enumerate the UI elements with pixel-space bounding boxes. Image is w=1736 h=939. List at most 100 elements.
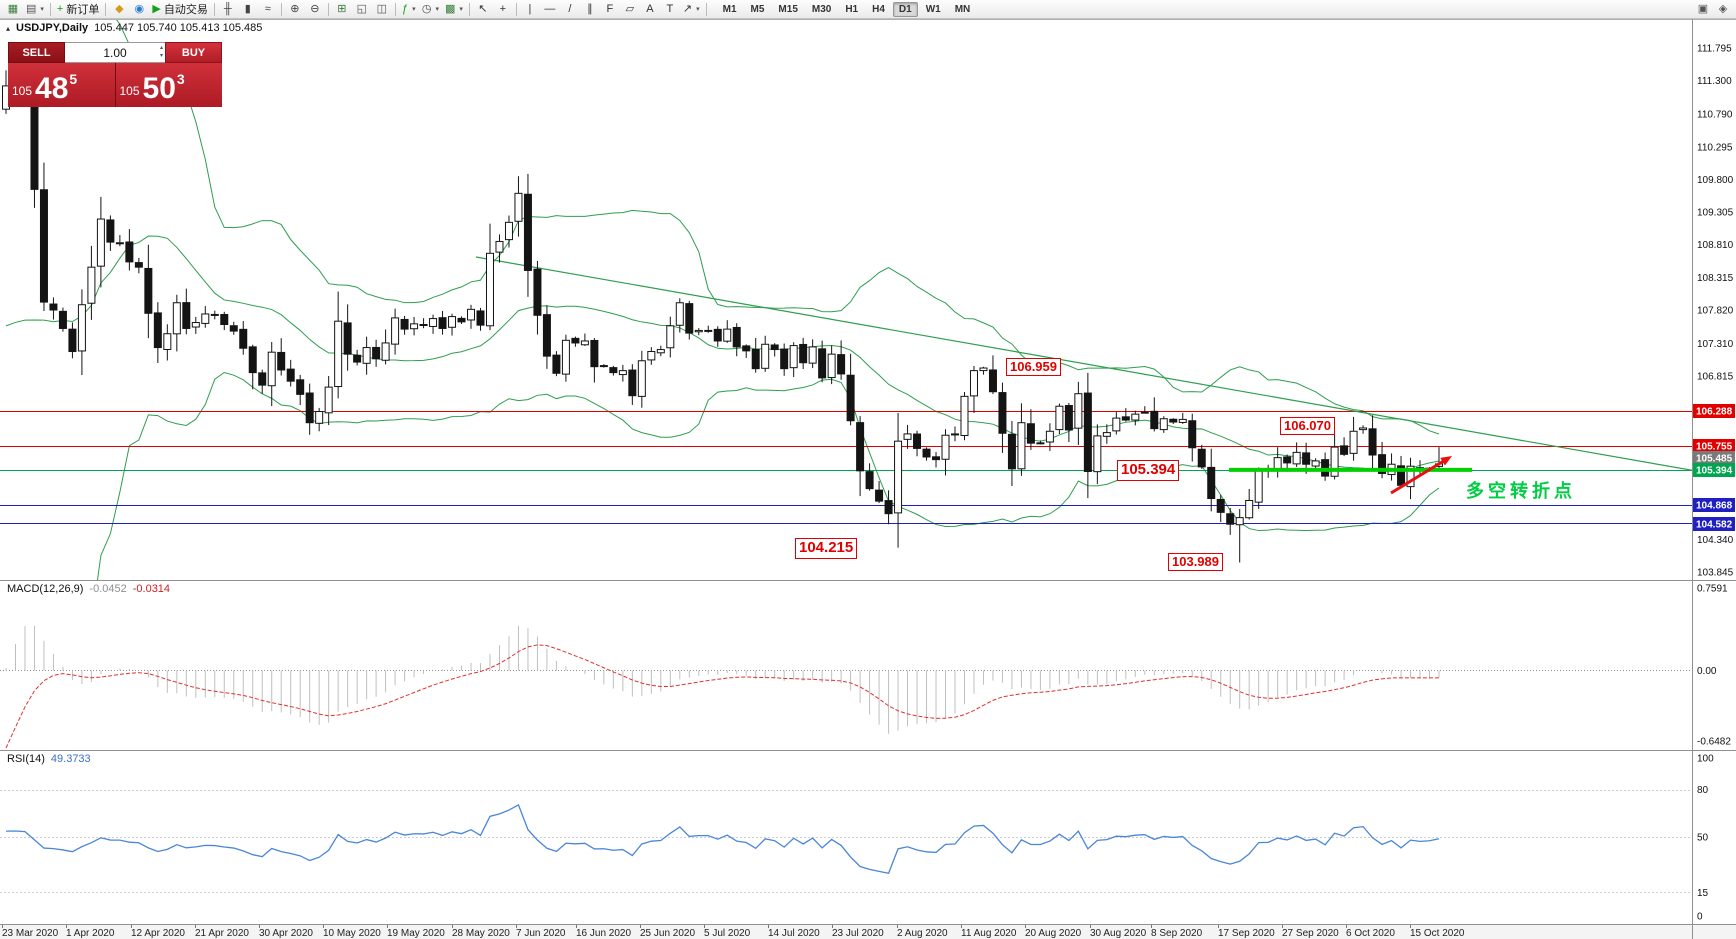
timeframe-d1[interactable]: D1 bbox=[892, 1, 918, 17]
svg-text:110.790: 110.790 bbox=[1697, 110, 1733, 121]
buy-signal-arrow[interactable] bbox=[1390, 456, 1452, 495]
descending-trendline[interactable] bbox=[475, 256, 1736, 478]
mql-community-icon[interactable]: ◆ bbox=[109, 1, 129, 18]
sell-button[interactable]: SELL bbox=[8, 42, 65, 63]
toolbar-separator bbox=[705, 2, 707, 16]
svg-text:0: 0 bbox=[1697, 912, 1703, 923]
svg-text:25 Jun 2020: 25 Jun 2020 bbox=[640, 928, 695, 939]
text-label-icon[interactable]: T bbox=[660, 1, 680, 18]
horizontal-line-icon[interactable]: — bbox=[540, 1, 560, 18]
volume-input[interactable]: 1.00 ▴ ▾ bbox=[65, 42, 165, 63]
indicators-icon-glyph: ƒ bbox=[402, 2, 409, 15]
arrows-icon-caret[interactable]: ▾ bbox=[696, 6, 700, 13]
macd-signal-value: -0.0314 bbox=[132, 583, 171, 595]
timeframe-m5[interactable]: M5 bbox=[750, 3, 765, 15]
price-callout-105.394[interactable]: 105.394 bbox=[1117, 460, 1180, 481]
sell-price-panel[interactable]: 105 48 5 bbox=[8, 63, 115, 107]
arrows-icon-glyph: ↗ bbox=[682, 2, 693, 15]
one-click-prices: 105 48 5 105 50 3 bbox=[8, 63, 222, 107]
periods-icon[interactable]: ◷ ▾ bbox=[419, 1, 442, 18]
svg-text:100: 100 bbox=[1697, 754, 1714, 765]
price-callout-106.959[interactable]: 106.959 bbox=[1006, 358, 1061, 377]
zoom-out-icon[interactable]: ⊖ bbox=[305, 1, 325, 18]
indicators-icon[interactable]: ƒ ▾ bbox=[399, 1, 419, 18]
arrange-windows-icon[interactable]: ◫ bbox=[372, 1, 392, 18]
shapes-icon[interactable]: ▱ bbox=[620, 1, 640, 18]
toolbar-separator bbox=[213, 2, 215, 16]
new-order-button[interactable]: + 新订单 bbox=[54, 1, 102, 18]
equidistant-channel-icon[interactable]: ∥ bbox=[580, 1, 600, 18]
svg-text:1 Apr 2020: 1 Apr 2020 bbox=[66, 928, 115, 939]
svg-text:108.810: 108.810 bbox=[1697, 240, 1734, 251]
price-panel bbox=[0, 20, 1736, 580]
turning-point-annotation[interactable]: 多空转折点 bbox=[1466, 481, 1576, 501]
one-click-controls: SELL 1.00 ▴ ▾ BUY bbox=[8, 42, 222, 63]
indicators-icon-caret[interactable]: ▾ bbox=[412, 6, 416, 13]
one-click-collapse-icon[interactable]: ▴ bbox=[6, 23, 11, 33]
one-click-trading-panel: SELL 1.00 ▴ ▾ BUY 105 48 5 105 50 3 bbox=[8, 42, 222, 107]
autotrading-button[interactable]: ▶ 自动交易 bbox=[149, 1, 210, 18]
ohlc-values: 105.447 105.740 105.413 105.485 bbox=[94, 22, 263, 34]
price-callout-104.215[interactable]: 104.215 bbox=[795, 538, 858, 559]
buy-button[interactable]: BUY bbox=[165, 42, 222, 63]
cursor-icon[interactable]: ↖ bbox=[473, 1, 493, 18]
timeframe-h4[interactable]: H4 bbox=[872, 3, 885, 15]
svg-text:7 Jun 2020: 7 Jun 2020 bbox=[516, 928, 566, 939]
svg-text:23 Jul 2020: 23 Jul 2020 bbox=[832, 928, 884, 939]
vertical-line-icon[interactable]: | bbox=[520, 1, 540, 18]
equidistant-channel-icon-glyph: ∥ bbox=[587, 2, 593, 15]
chart-shift-icon[interactable]: ▣ bbox=[1693, 1, 1713, 18]
chart-profiles-icon-caret[interactable]: ▾ bbox=[40, 6, 44, 13]
templates-icon[interactable]: ▩ ▾ bbox=[442, 1, 466, 18]
volume-up-icon[interactable]: ▴ bbox=[159, 45, 163, 51]
chart-profiles-icon[interactable]: ▤ ▾ bbox=[23, 1, 47, 18]
timeframe-h1[interactable]: H1 bbox=[845, 3, 859, 15]
timeframe-m1[interactable]: M1 bbox=[722, 3, 737, 15]
periods-icon-caret[interactable]: ▾ bbox=[435, 6, 439, 13]
horizontal-line-icon-glyph: — bbox=[544, 2, 556, 15]
text-label-icon-glyph: T bbox=[666, 2, 674, 15]
new-chart-icon-glyph: ▦ bbox=[7, 2, 19, 15]
bars-chart-icon[interactable]: ╫ bbox=[218, 1, 238, 18]
toolbar-separator bbox=[105, 2, 107, 16]
svg-text:106.815: 106.815 bbox=[1697, 372, 1734, 383]
trendline-icon-glyph: / bbox=[568, 2, 572, 15]
trendline-icon[interactable]: / bbox=[560, 1, 580, 18]
buy-price-prefix: 105 bbox=[119, 84, 140, 98]
toolbar-separator bbox=[280, 2, 282, 16]
svg-text:104.868: 104.868 bbox=[1696, 501, 1733, 512]
candlestick-chart-icon[interactable]: ▮ bbox=[238, 1, 258, 18]
buy-price-panel[interactable]: 105 50 3 bbox=[115, 63, 222, 107]
svg-text:108.315: 108.315 bbox=[1697, 273, 1734, 284]
tile-windows-icon-glyph: ⊞ bbox=[337, 2, 347, 15]
volume-stepper[interactable]: ▴ ▾ bbox=[160, 44, 163, 61]
crosshair-icon[interactable]: + bbox=[493, 1, 513, 18]
buy-price-main: 50 bbox=[142, 72, 176, 106]
crosshair-icon-glyph: + bbox=[499, 2, 507, 15]
line-chart-icon[interactable]: ≈ bbox=[258, 1, 278, 18]
fibonacci-icon[interactable]: F bbox=[600, 1, 620, 18]
text-icon[interactable]: A bbox=[640, 1, 660, 18]
autotrading-button-glyph: ▶ bbox=[152, 2, 161, 15]
autotrading-button-label: 自动交易 bbox=[163, 4, 208, 16]
timeframe-m30[interactable]: M30 bbox=[811, 3, 832, 15]
svg-text:30 Aug 2020: 30 Aug 2020 bbox=[1090, 928, 1147, 939]
docking-icon[interactable]: ◈ bbox=[1713, 1, 1733, 18]
horizontal-lines[interactable] bbox=[0, 411, 1692, 524]
timeframe-m15[interactable]: M15 bbox=[778, 3, 798, 15]
zoom-in-icon[interactable]: ⊕ bbox=[285, 1, 305, 18]
timeframe-w1[interactable]: W1 bbox=[925, 3, 941, 15]
templates-icon-caret[interactable]: ▾ bbox=[459, 6, 463, 13]
cascade-windows-icon[interactable]: ◱ bbox=[352, 1, 372, 18]
tile-windows-icon[interactable]: ⊞ bbox=[332, 1, 352, 18]
arrows-icon[interactable]: ↗ ▾ bbox=[680, 1, 703, 18]
new-chart-icon[interactable]: ▦ bbox=[3, 1, 23, 18]
volume-down-icon[interactable]: ▾ bbox=[159, 53, 163, 60]
docking-icon-glyph: ◈ bbox=[1718, 2, 1728, 15]
price-callout-106.070[interactable]: 106.070 bbox=[1280, 417, 1335, 436]
price-callout-103.989[interactable]: 103.989 bbox=[1168, 553, 1223, 572]
market-data-icon[interactable]: ◉ bbox=[129, 1, 149, 18]
svg-text:17 Sep 2020: 17 Sep 2020 bbox=[1218, 928, 1275, 939]
timeframe-mn[interactable]: MN bbox=[954, 3, 971, 15]
